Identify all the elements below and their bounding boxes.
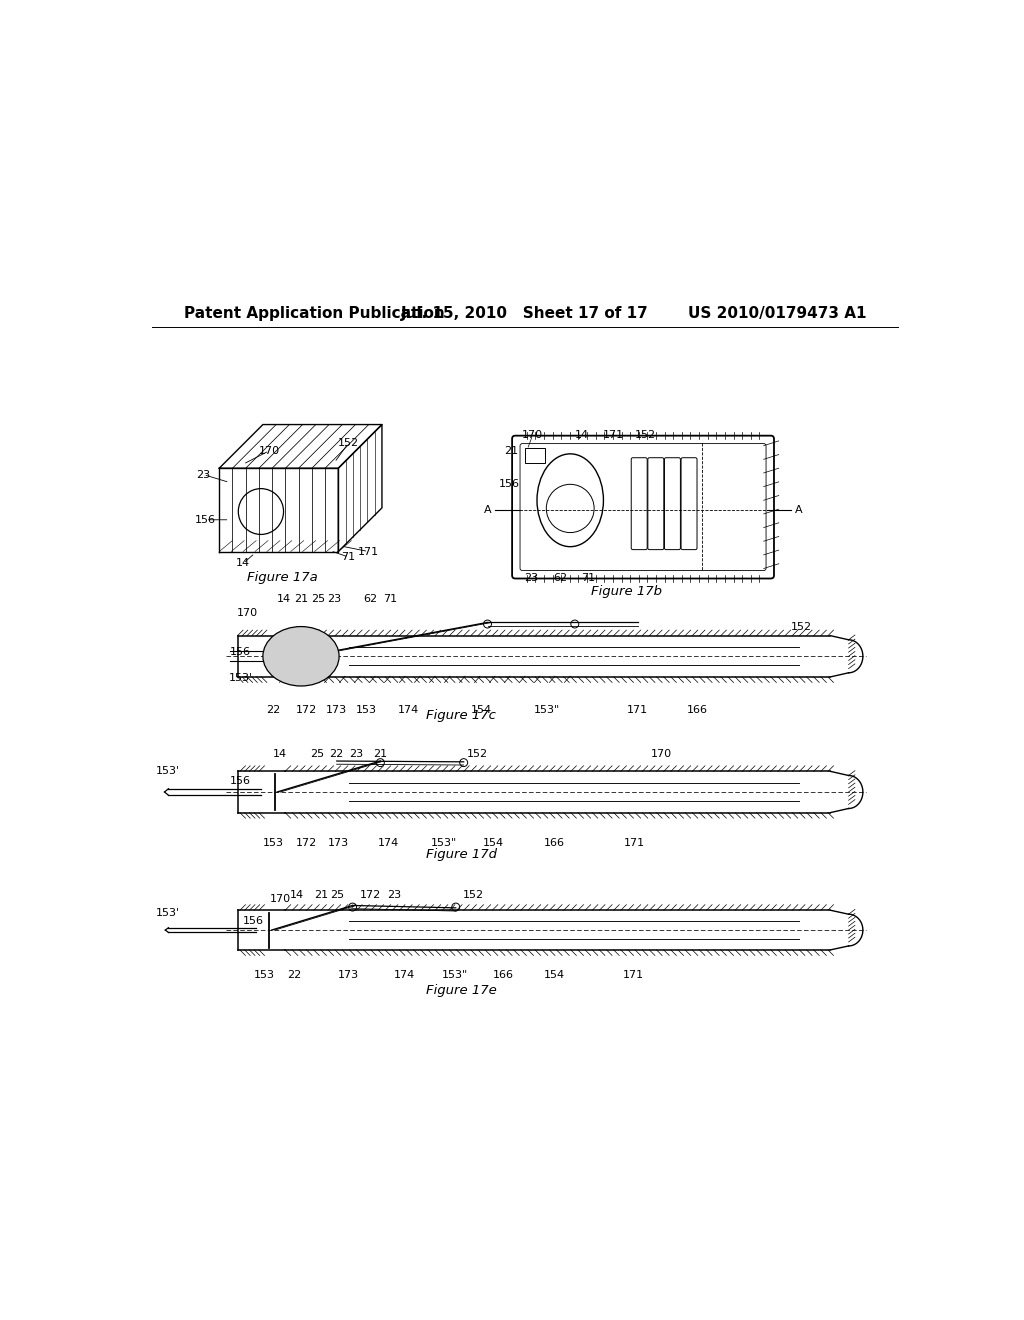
Text: 153': 153' — [156, 908, 180, 917]
Text: 174: 174 — [378, 838, 399, 847]
Text: 171: 171 — [627, 705, 648, 715]
Text: 21: 21 — [294, 594, 308, 605]
Text: 173: 173 — [338, 969, 359, 979]
Text: 173: 173 — [328, 838, 349, 847]
Text: 22: 22 — [266, 705, 281, 715]
Text: 174: 174 — [393, 969, 415, 979]
Text: 153": 153" — [441, 969, 468, 979]
Text: 21: 21 — [374, 748, 387, 759]
Text: 153: 153 — [254, 969, 275, 979]
Text: 172: 172 — [360, 890, 382, 900]
Ellipse shape — [263, 627, 339, 686]
Text: 152: 152 — [635, 430, 656, 440]
Text: 152: 152 — [338, 438, 359, 447]
Text: 170: 170 — [650, 748, 672, 759]
Text: 172: 172 — [296, 705, 317, 715]
Text: 170: 170 — [259, 446, 280, 455]
Text: 153: 153 — [263, 838, 284, 847]
Text: 153': 153' — [156, 767, 180, 776]
Text: 153': 153' — [228, 673, 253, 682]
Text: 166: 166 — [544, 838, 564, 847]
Text: 25: 25 — [311, 594, 326, 605]
Text: 14: 14 — [276, 594, 291, 605]
Text: 62: 62 — [362, 594, 377, 605]
Text: 154: 154 — [544, 969, 564, 979]
Text: 23: 23 — [387, 890, 401, 900]
Text: 154: 154 — [482, 838, 504, 847]
Text: US 2010/0179473 A1: US 2010/0179473 A1 — [687, 306, 866, 321]
Text: 152: 152 — [463, 890, 483, 900]
Text: Figure 17a: Figure 17a — [248, 572, 318, 585]
Text: Patent Application Publication: Patent Application Publication — [183, 306, 444, 321]
Text: 156: 156 — [499, 479, 519, 490]
Text: Figure 17d: Figure 17d — [426, 849, 497, 861]
Text: 62: 62 — [553, 573, 567, 582]
Text: 14: 14 — [290, 890, 304, 900]
Text: 21: 21 — [314, 890, 329, 900]
Text: 170: 170 — [269, 894, 291, 904]
Text: 71: 71 — [582, 573, 595, 582]
Text: 166: 166 — [493, 969, 514, 979]
Text: Figure 17b: Figure 17b — [591, 585, 662, 598]
Text: 174: 174 — [397, 705, 419, 715]
Text: 14: 14 — [574, 430, 589, 440]
Text: 23: 23 — [349, 748, 362, 759]
Text: 171: 171 — [603, 430, 625, 440]
Text: 156: 156 — [230, 647, 251, 657]
Text: 21: 21 — [504, 446, 518, 455]
Text: 170: 170 — [522, 430, 544, 440]
Text: 171: 171 — [623, 969, 644, 979]
Text: 156: 156 — [196, 515, 216, 525]
Text: 25: 25 — [331, 890, 344, 900]
Text: 23: 23 — [328, 594, 341, 605]
Text: 171: 171 — [358, 546, 379, 557]
Text: A: A — [795, 504, 803, 515]
Text: 14: 14 — [273, 748, 288, 759]
Text: 71: 71 — [383, 594, 397, 605]
Text: 156: 156 — [243, 916, 264, 925]
Text: Figure 17e: Figure 17e — [426, 983, 497, 997]
Text: 152: 152 — [791, 622, 812, 632]
Bar — [524, 449, 545, 463]
Text: 71: 71 — [342, 552, 355, 562]
Text: 153": 153" — [534, 705, 560, 715]
Text: 172: 172 — [296, 838, 317, 847]
Text: 166: 166 — [687, 705, 709, 715]
Text: 23: 23 — [524, 573, 539, 582]
Text: 25: 25 — [310, 748, 324, 759]
Text: 153": 153" — [431, 838, 457, 847]
Text: A: A — [483, 504, 492, 515]
Text: 170: 170 — [237, 607, 258, 618]
Text: 154: 154 — [471, 705, 492, 715]
Text: 156: 156 — [230, 776, 251, 785]
Text: Figure 17c: Figure 17c — [426, 709, 497, 722]
Text: 153: 153 — [355, 705, 377, 715]
Text: Jul. 15, 2010   Sheet 17 of 17: Jul. 15, 2010 Sheet 17 of 17 — [401, 306, 648, 321]
Text: 171: 171 — [624, 838, 645, 847]
Text: 173: 173 — [327, 705, 347, 715]
Text: 14: 14 — [236, 558, 250, 569]
Text: 22: 22 — [288, 969, 302, 979]
Text: 22: 22 — [329, 748, 343, 759]
Text: 152: 152 — [467, 748, 487, 759]
Text: 23: 23 — [197, 470, 211, 479]
